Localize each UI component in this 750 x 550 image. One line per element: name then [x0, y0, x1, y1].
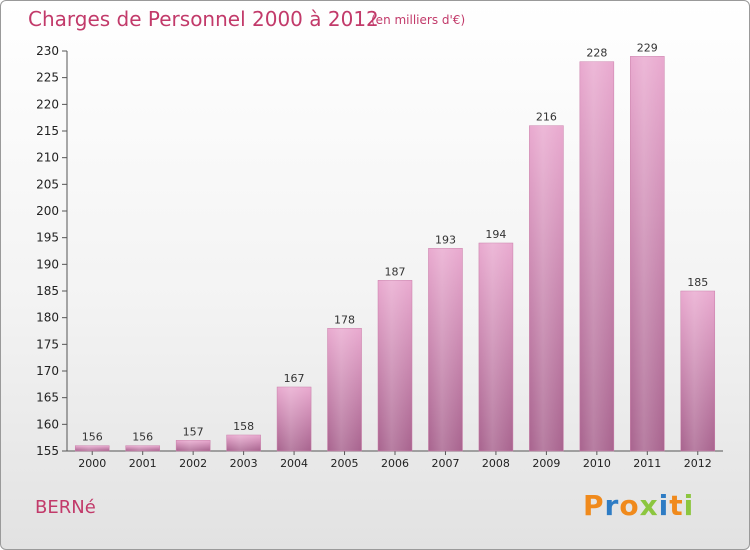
y-tick-label: 225: [36, 71, 59, 85]
data-label: 185: [687, 276, 708, 289]
data-label: 216: [536, 111, 557, 124]
x-tick-label: 2005: [331, 457, 359, 470]
chart-title: Charges de Personnel 2000 à 2012: [28, 7, 379, 31]
logo-letter: t: [669, 489, 684, 522]
x-tick-label: 2004: [280, 457, 308, 470]
y-tick-label: 220: [36, 97, 59, 111]
y-tick-label: 160: [36, 417, 59, 431]
y-tick-label: 195: [36, 231, 59, 245]
x-tick-label: 2011: [633, 457, 661, 470]
data-label: 156: [82, 431, 103, 444]
x-tick-label: 2008: [482, 457, 510, 470]
logo-letter: i: [658, 489, 670, 522]
x-tick-label: 2009: [532, 457, 560, 470]
logo-letter: i: [683, 489, 695, 522]
data-label: 167: [284, 372, 305, 385]
chart-axes: 155 160 165 170 175 180 185 190 195 200 205 210 215 2…: [36, 44, 723, 470]
data-label: 194: [485, 228, 506, 241]
bar-highlight: [529, 125, 564, 452]
y-tick-label: 175: [36, 337, 59, 351]
data-label: 193: [435, 233, 456, 246]
y-tick-label: 210: [36, 151, 59, 165]
y-tick-label: 180: [36, 311, 59, 325]
bar-highlight: [327, 328, 362, 451]
bar-highlight: [277, 387, 312, 451]
logo-letter: o: [619, 489, 640, 522]
data-label: 178: [334, 313, 355, 326]
bar-highlight: [378, 280, 412, 451]
x-tick-label: 2003: [230, 457, 258, 470]
y-tick-label: 200: [36, 204, 59, 218]
y-tick-label: 205: [36, 177, 59, 191]
data-label: 158: [233, 420, 254, 433]
y-tick-label: 155: [36, 444, 59, 458]
bar-highlight: [226, 435, 261, 451]
data-label: 228: [586, 47, 607, 60]
commune-name: BERNé: [35, 497, 96, 518]
x-tick-label: 2002: [179, 457, 207, 470]
x-tick-label: 2001: [129, 457, 157, 470]
bar-highlight: [75, 445, 110, 451]
bar-highlight: [428, 248, 463, 451]
y-tick-label: 215: [36, 124, 59, 138]
logo-letter: r: [604, 489, 620, 522]
data-label: 187: [385, 265, 406, 278]
x-tick-label: 2000: [78, 457, 106, 470]
bar-highlight: [630, 56, 665, 451]
bar-highlight: [478, 243, 513, 451]
y-tick-label: 185: [36, 284, 59, 298]
x-tick-label: 2006: [381, 457, 409, 470]
data-label: 229: [637, 41, 658, 54]
y-tick-label: 230: [36, 44, 59, 58]
bar-highlight: [680, 291, 715, 451]
chart-subtitle: (en milliers d'€): [371, 13, 466, 27]
bar-highlight: [125, 445, 160, 451]
logo-letter: x: [639, 489, 659, 522]
x-tick-label: 2010: [583, 457, 611, 470]
bar-highlight: [176, 440, 211, 451]
chart-data-labels: 156 156 157 158 167 178 187 193 194 216 228 229 185: [82, 41, 709, 443]
data-label: 157: [183, 425, 204, 438]
bar-highlight: [579, 61, 614, 452]
x-tick-label: 2012: [684, 457, 712, 470]
y-tick-label: 190: [36, 257, 59, 271]
y-tick-label: 170: [36, 364, 59, 378]
y-tick-label: 165: [36, 391, 59, 405]
proxiti-logo: Proxiti: [583, 489, 694, 522]
data-label: 156: [132, 431, 153, 444]
x-tick-label: 2007: [431, 457, 459, 470]
chart-bars: [74, 56, 716, 452]
logo-letter: P: [583, 489, 605, 522]
